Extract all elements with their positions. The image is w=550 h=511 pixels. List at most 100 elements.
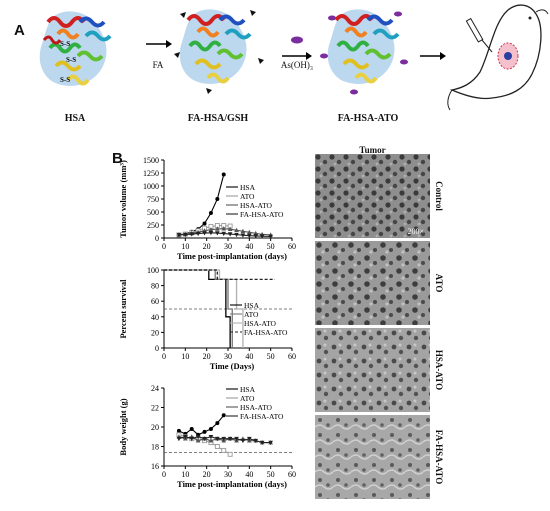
x-tick-label: 20 <box>203 470 211 479</box>
legend-label: HSA <box>240 385 256 394</box>
x-tick-label: 50 <box>267 470 275 479</box>
data-point <box>215 231 220 236</box>
ss-bond-label-1: S-S <box>60 40 70 48</box>
data-point <box>208 438 214 443</box>
data-point <box>176 428 181 433</box>
data-point <box>268 440 273 446</box>
y-tick-label: 16 <box>151 462 159 471</box>
data-point <box>208 231 214 236</box>
y-tick-label: 24 <box>151 384 159 393</box>
legend-label: FA-HSA-ATO <box>240 412 284 421</box>
x-tick-label: 30 <box>224 242 232 251</box>
data-point <box>240 438 246 444</box>
legend-label: FA-HSA-ATO <box>240 210 284 219</box>
y-tick-label: 18 <box>151 443 159 452</box>
survival-chart: 0 20 40 60 80 100 0 10 20 30 40 50 60 Time (Days) Perc… <box>118 266 296 371</box>
data-point <box>176 233 182 238</box>
x-tick-label: 50 <box>267 242 275 251</box>
step-label-hsa: HSA <box>64 113 86 124</box>
data-point <box>221 413 226 418</box>
data-point <box>227 226 233 231</box>
data-point <box>221 226 227 231</box>
fa-hsa-ato-protein-structure <box>320 9 408 95</box>
data-point <box>195 438 201 443</box>
scale-magnification-label: 200× <box>407 227 424 236</box>
y-tick-label: 60 <box>151 297 159 306</box>
mouse-injection-icon <box>447 4 549 111</box>
x-tick-label: 60 <box>288 470 296 479</box>
legend-label: ATO <box>240 394 255 403</box>
tumor-image-ato <box>315 241 430 325</box>
ss-bond-label-3: S-S <box>60 76 70 84</box>
data-point <box>208 211 213 216</box>
y-tick-label: 1250 <box>143 169 159 178</box>
x-axis-label: Time (Days) <box>210 361 255 371</box>
tumor-image-control: 200× <box>315 154 430 238</box>
data-point <box>202 436 207 442</box>
y-axis-label: Tumor volume (mm³) <box>118 160 128 238</box>
ss-bond-label-2: S-S <box>66 56 76 64</box>
data-point <box>253 230 259 236</box>
x-tick-label: 60 <box>288 242 296 251</box>
x-tick-label: 30 <box>224 352 232 361</box>
legend-label: ATO <box>240 192 255 201</box>
data-point <box>247 233 252 239</box>
step-label-fa-hsa-gsh: FA-HSA/GSH <box>187 113 249 124</box>
y-tick-label: 20 <box>151 423 159 432</box>
data-point <box>234 227 239 232</box>
data-point <box>202 221 207 226</box>
arrow-label-arsenic: As(OH)₃ <box>280 60 314 70</box>
series-line-3 <box>164 269 275 281</box>
arsenite-molecule-icon <box>291 36 303 44</box>
y-tick-label: 80 <box>151 282 159 291</box>
data-point <box>215 421 220 426</box>
y-axis-label: Percent survival <box>118 279 128 339</box>
step-label-fa-hsa-ato: FA-HSA-ATO <box>337 113 399 124</box>
y-tick-label: 40 <box>151 313 159 322</box>
x-axis-label: Time post-implantation (days) <box>177 479 287 489</box>
data-point <box>221 436 227 442</box>
data-point <box>221 447 227 453</box>
arrow-fa <box>146 40 172 48</box>
data-point <box>247 229 252 235</box>
data-point <box>215 226 220 231</box>
x-tick-label: 40 <box>245 470 253 479</box>
panel-a-schematic: S-S S-S S-S <box>39 4 549 111</box>
data-point <box>240 228 246 234</box>
legend-label: HSA <box>240 183 256 192</box>
legend-label: HSA-ATO <box>240 201 273 210</box>
data-point <box>195 231 201 237</box>
data-point <box>253 438 259 444</box>
y-tick-label: 250 <box>147 221 159 230</box>
tumor-image-hsa-ato <box>315 328 430 412</box>
legend-label: HSA-ATO <box>244 319 277 328</box>
tumor-row-label-control: Control <box>434 181 444 211</box>
data-point <box>227 232 233 237</box>
data-point <box>253 234 259 239</box>
y-tick-label: 1500 <box>143 156 159 165</box>
data-point <box>221 231 227 237</box>
data-point <box>189 426 194 431</box>
data-point <box>183 434 188 440</box>
data-point <box>215 436 220 442</box>
legend-label: ATO <box>244 310 259 319</box>
data-point <box>221 172 226 177</box>
data-point <box>189 436 195 442</box>
panel-a-letter: A <box>14 22 25 39</box>
data-point <box>208 227 214 232</box>
tumor-column-title: Tumor <box>359 145 386 155</box>
data-point <box>247 436 252 442</box>
legend-label: HSA-ATO <box>240 403 273 412</box>
y-tick-label: 0 <box>155 344 159 353</box>
data-point <box>234 436 239 442</box>
x-tick-label: 10 <box>181 352 189 361</box>
tumor-histology-column: 200× <box>315 154 430 500</box>
x-axis-label: Time post-implantation (days) <box>177 251 287 261</box>
data-point <box>176 436 182 442</box>
y-axis-label: Body weight (g) <box>118 398 128 455</box>
x-tick-label: 50 <box>267 352 275 361</box>
tumor-row-label-fa-hsa-ato: FA-HSA-ATO <box>434 429 444 485</box>
data-point <box>259 234 265 239</box>
x-tick-label: 30 <box>224 470 232 479</box>
